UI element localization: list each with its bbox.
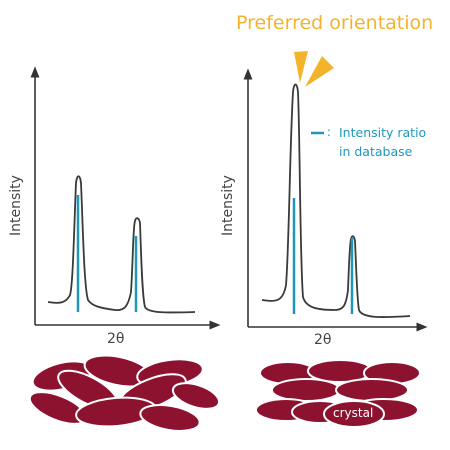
crystal-label: crystal xyxy=(333,406,374,420)
right-y-axis-label: Intensity xyxy=(220,175,236,236)
legend-marker: — : xyxy=(311,125,331,139)
legend-line-1: Intensity ratio xyxy=(339,125,427,140)
left-diffraction-curve xyxy=(47,175,196,314)
right-diffraction-curve xyxy=(261,83,411,318)
right-x-axis-label: 2θ xyxy=(314,332,332,348)
left-x-axis-label: 2θ xyxy=(107,331,125,347)
orientation-indicator-icon xyxy=(294,51,334,87)
right-crystals xyxy=(255,359,421,428)
legend-line-2: in database xyxy=(339,144,413,159)
left-y-axis-label: Intensity xyxy=(8,175,24,236)
title-label: Preferred orientation xyxy=(236,12,434,34)
left-plot xyxy=(30,66,221,330)
left-crystals xyxy=(28,354,221,432)
right-plot xyxy=(243,68,428,332)
